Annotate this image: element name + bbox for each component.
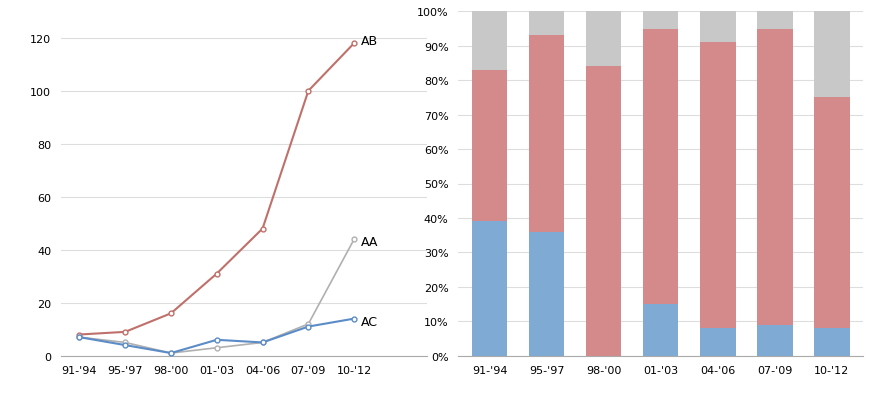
Bar	[700, 328, 735, 356]
Bar	[700, 12, 735, 43]
Bar	[472, 222, 508, 356]
Bar	[814, 98, 849, 328]
Bar	[814, 12, 849, 98]
Bar	[757, 325, 793, 356]
Bar	[586, 12, 622, 67]
Bar	[529, 232, 564, 356]
Bar	[644, 12, 678, 29]
Bar	[644, 304, 678, 356]
Bar	[757, 29, 793, 325]
Bar	[757, 12, 793, 29]
Text: AB: AB	[361, 35, 378, 48]
Bar	[586, 67, 622, 356]
Bar	[529, 36, 564, 232]
Bar	[814, 328, 849, 356]
Text: AA: AA	[361, 236, 378, 249]
Bar	[644, 29, 678, 304]
Bar	[472, 71, 508, 222]
Bar	[472, 12, 508, 71]
Bar	[700, 43, 735, 328]
Bar	[529, 12, 564, 36]
Text: AC: AC	[361, 315, 378, 328]
